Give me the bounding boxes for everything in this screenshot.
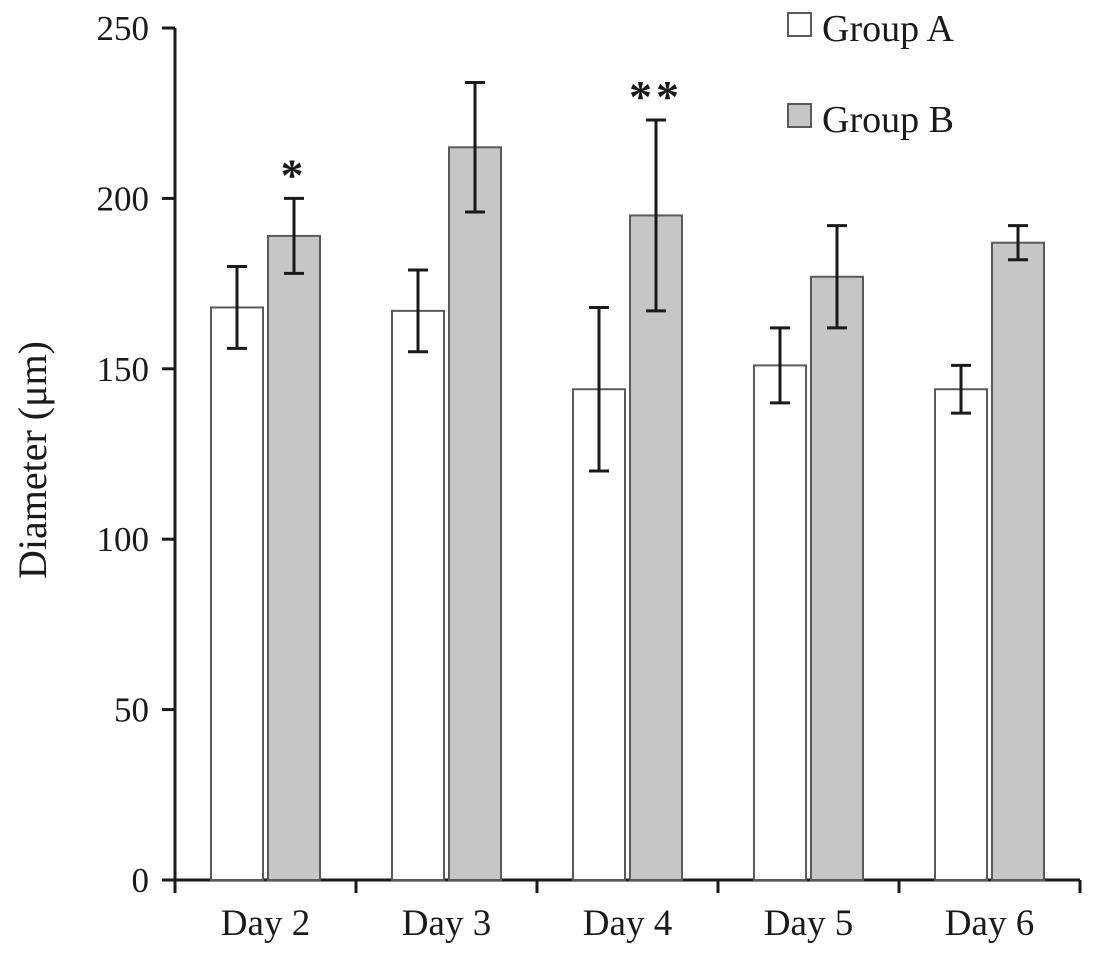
category-label: Day 2 (221, 903, 310, 944)
bar-group-b-day-4 (629, 214, 683, 881)
bar-group-b-day-6 (991, 241, 1045, 882)
bar-group-a-day-5 (753, 364, 807, 881)
plot-area: 0 50 100 150 200 250 Day 2 Day 3 Day 4 Day 5 Day 6… (97, 9, 1082, 944)
bar-group-a-day-3 (391, 309, 445, 881)
bar-group-b-day-3 (448, 146, 502, 881)
y-tick-label: 250 (97, 9, 150, 48)
y-tick-label: 100 (97, 520, 150, 559)
bar-group-b-day-2 (267, 234, 321, 881)
bar-group-b-day-5 (810, 275, 864, 881)
y-tick-label: 200 (97, 179, 150, 218)
bar-group-a-day-2 (210, 306, 264, 881)
y-tick-label: 150 (97, 350, 150, 389)
y-tick-label: 50 (114, 691, 149, 730)
y-tick-label: 0 (132, 861, 150, 900)
significance-marker: * (281, 149, 308, 200)
bar-group-a-day-6 (934, 388, 988, 881)
legend-label-group-a: Group A (822, 8, 955, 50)
category-label: Day 5 (764, 903, 853, 944)
category-label: Day 4 (583, 903, 672, 944)
legend: Group A Group B (787, 8, 955, 141)
legend-swatch-group-a (787, 12, 812, 37)
y-axis-title: Diameter (μm) (10, 341, 55, 579)
significance-marker: ** (629, 71, 683, 122)
legend-label-group-b: Group B (822, 99, 954, 141)
legend-swatch-group-b (787, 103, 812, 128)
category-label: Day 6 (945, 903, 1034, 944)
category-label: Day 3 (402, 903, 491, 944)
